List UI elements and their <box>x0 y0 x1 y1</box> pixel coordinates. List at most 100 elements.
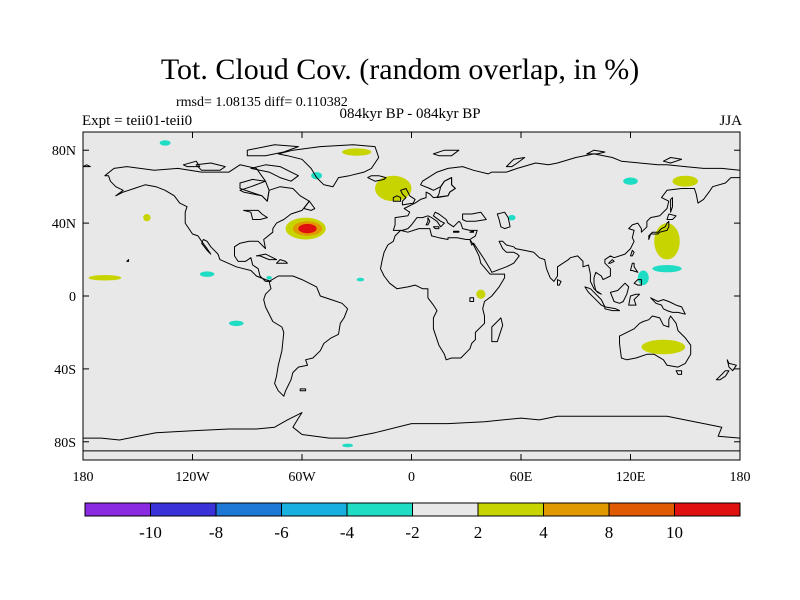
coastline-great-lakes <box>243 209 268 220</box>
colorbar-label: 4 <box>539 523 548 542</box>
colorbar-label: -6 <box>274 523 288 542</box>
anomaly-patch <box>88 275 122 281</box>
coastline-hudson-bay <box>239 178 270 202</box>
y-tick-label: 80S <box>54 436 76 451</box>
center-subtitle: 084kyr BP - 084kyr BP <box>339 106 481 122</box>
coastline-philippines-mindanao <box>633 279 642 286</box>
coastline-madagascar <box>491 317 504 343</box>
colorbar-label: 10 <box>666 523 683 542</box>
anomaly-layer <box>88 140 699 448</box>
anomaly-patch <box>652 265 682 273</box>
anomaly-patch <box>508 214 516 221</box>
colorbar-label: 2 <box>474 523 483 542</box>
coastline-baltic-sea <box>436 177 456 199</box>
anomaly-patch <box>672 175 699 187</box>
coastline-sicily <box>432 226 440 230</box>
coastline-new-zealand-south <box>715 370 730 381</box>
map-title: Tot. Cloud Cov. (random overlap, in %) <box>160 53 640 86</box>
x-tick-label: 0 <box>408 470 415 485</box>
coastline-wrangel-island <box>83 164 91 168</box>
anomaly-patch <box>342 443 354 448</box>
coastline-victoria-island <box>195 162 226 171</box>
coastline-borneo <box>609 282 630 304</box>
coastline-crete <box>453 230 460 233</box>
anomaly-patch <box>266 275 272 280</box>
coastline-ellesmere-island <box>246 144 299 157</box>
coastline-iceland <box>367 175 387 182</box>
coastline-falklands <box>299 388 307 392</box>
coastline-cyprus <box>469 230 475 233</box>
x-tick-label: 60W <box>288 470 316 485</box>
coastline-lake-victoria <box>469 297 475 302</box>
anomaly-patch <box>654 223 680 260</box>
coastline-antarctica <box>83 412 740 452</box>
colorbar-swatch <box>674 502 741 517</box>
x-tick-label: 180 <box>73 470 94 485</box>
coastline-sri-lanka <box>557 279 562 286</box>
stats-line: rmsd= 1.08135 diff= 0.110382 <box>176 95 348 110</box>
colorbar-swatch <box>215 502 282 517</box>
colorbar-swatch <box>608 502 675 517</box>
anomaly-patch <box>641 339 686 355</box>
axis-ticks: 180 120W 60W 0 60E 120E 180 80N 40N 0 40S 80S <box>52 132 751 485</box>
colorbar-swatch <box>84 502 151 517</box>
y-tick-label: 40N <box>52 217 76 232</box>
coastline-greenland <box>277 144 380 188</box>
coastline-layer <box>83 144 740 452</box>
coastline-caspian-sea <box>496 211 511 230</box>
coastline-hispaniola <box>276 259 288 264</box>
y-tick-label: 40S <box>54 363 76 378</box>
x-tick-label: 120E <box>616 470 646 485</box>
coastline-hawaii <box>126 259 130 262</box>
coastline-australia <box>619 315 692 368</box>
coastline-baffin-island <box>250 164 299 182</box>
coastline-eurasia <box>392 153 740 295</box>
coastline-africa <box>380 228 506 361</box>
map-background <box>83 132 740 460</box>
coastline-taiwan <box>630 249 635 257</box>
coastline-cuba <box>255 253 277 261</box>
coastline-new-guinea <box>650 297 686 315</box>
coastline-sulawesi <box>628 293 641 306</box>
season-label: JJA <box>719 113 742 129</box>
coastline-new-siberian-islands <box>662 157 683 164</box>
experiment-label: Expt = teii01-teii0 <box>82 113 193 129</box>
colorbar-swatch <box>412 502 479 517</box>
colorbar-label: -10 <box>139 523 162 542</box>
colorbar-swatch <box>150 502 217 517</box>
colorbar-swatch <box>477 502 544 517</box>
coastline-new-zealand-north <box>726 359 737 372</box>
coastline-sumatra <box>584 286 606 308</box>
x-tick-label: 180 <box>730 470 751 485</box>
anomaly-patch <box>199 271 215 277</box>
coastline-sardinia-corsica <box>425 217 431 226</box>
coastline-severnaya-zemlya <box>586 149 606 155</box>
coastline-ireland <box>392 195 402 202</box>
coastline-java <box>604 306 620 312</box>
coastline-south-america <box>263 275 349 397</box>
coastline-hainan <box>608 259 615 264</box>
y-tick-label: 80N <box>52 144 76 159</box>
anomaly-patch <box>143 214 151 222</box>
coastline-svalbard <box>432 149 460 157</box>
anomaly-patch <box>356 277 365 282</box>
colorbar-label: -2 <box>405 523 419 542</box>
colorbar: -10 -8 -6 -4 -2 2 4 8 10 <box>84 502 741 542</box>
colorbar-label: -4 <box>340 523 355 542</box>
coastline-japan <box>648 220 670 240</box>
y-tick-label: 0 <box>69 290 76 305</box>
coastline-tasmania <box>675 370 683 375</box>
colorbar-label: 8 <box>605 523 614 542</box>
coastline-sakhalin <box>670 197 673 213</box>
coastline-banks-island <box>182 160 201 168</box>
anomaly-patch <box>375 175 412 202</box>
anomaly-patch <box>159 140 171 146</box>
anomaly-patch <box>298 223 317 234</box>
x-tick-label: 120W <box>175 470 210 485</box>
colorbar-swatch <box>346 502 413 517</box>
anomaly-patch <box>637 270 649 286</box>
coastline-great-britain <box>400 188 416 206</box>
anomaly-patch <box>476 289 486 299</box>
colorbar-swatch <box>281 502 348 517</box>
